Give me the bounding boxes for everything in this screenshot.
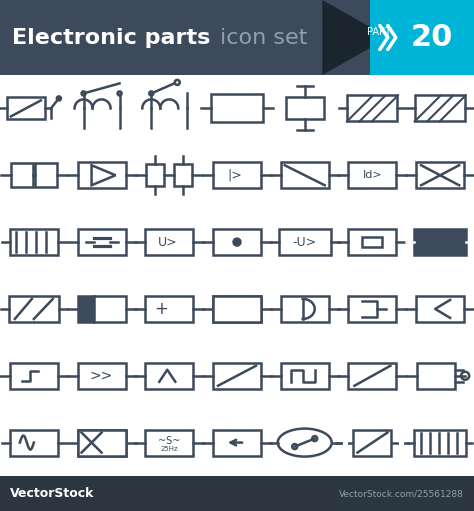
Bar [213,296,261,322]
Bar [146,296,193,322]
Bar [281,296,328,322]
Bar [416,162,464,188]
Bar [281,162,328,188]
Ellipse shape [278,429,332,457]
Bar [363,237,383,247]
Bar [78,162,126,188]
Bar [35,163,57,187]
Bar [146,229,193,255]
Bar [146,164,164,186]
Bar [286,98,324,120]
Bar [101,430,126,456]
Text: >>: >> [90,369,113,383]
Text: 20: 20 [410,23,453,52]
Bar [347,96,397,122]
Text: +: + [155,300,168,318]
Text: VectorStock.com/25561288: VectorStock.com/25561288 [339,489,464,498]
Bar [281,363,328,389]
Bar [78,430,126,456]
Polygon shape [0,476,474,511]
Text: 25Hz: 25Hz [161,446,178,452]
Bar [78,363,126,389]
Bar [414,430,466,456]
Bar [213,363,261,389]
Polygon shape [370,0,474,75]
Text: Id>: Id> [363,170,382,180]
Bar [211,95,263,123]
Bar [279,229,331,255]
Text: PART: PART [367,27,391,36]
Bar [10,363,58,389]
Text: -U>: -U> [292,236,317,248]
Circle shape [233,238,241,246]
Bar [146,430,193,456]
Text: Electronic parts: Electronic parts [12,28,210,48]
Bar [78,229,126,255]
Bar [10,229,58,255]
Bar [348,296,396,322]
Bar [348,363,396,389]
Bar [414,229,466,255]
Text: VectorStock: VectorStock [10,487,94,500]
Bar [416,296,464,322]
Bar [146,363,193,389]
Bar [213,229,261,255]
Polygon shape [0,0,474,75]
Bar [9,296,59,322]
Bar [93,296,126,322]
Bar [213,162,261,188]
Polygon shape [322,0,389,75]
Bar [7,98,45,120]
Bar [11,163,33,187]
Text: |>: |> [228,169,242,182]
Bar [417,363,455,389]
Bar [78,296,93,322]
Bar [213,296,261,322]
Bar [174,164,192,186]
Text: U>: U> [157,236,177,248]
Bar [348,229,396,255]
Bar [415,96,465,122]
Bar [213,296,237,322]
Bar [10,430,58,456]
Bar [213,430,261,456]
Text: ~S~: ~S~ [158,435,181,446]
Bar [348,162,396,188]
Text: icon set: icon set [220,28,307,48]
Bar [78,430,126,456]
Bar [354,430,392,456]
